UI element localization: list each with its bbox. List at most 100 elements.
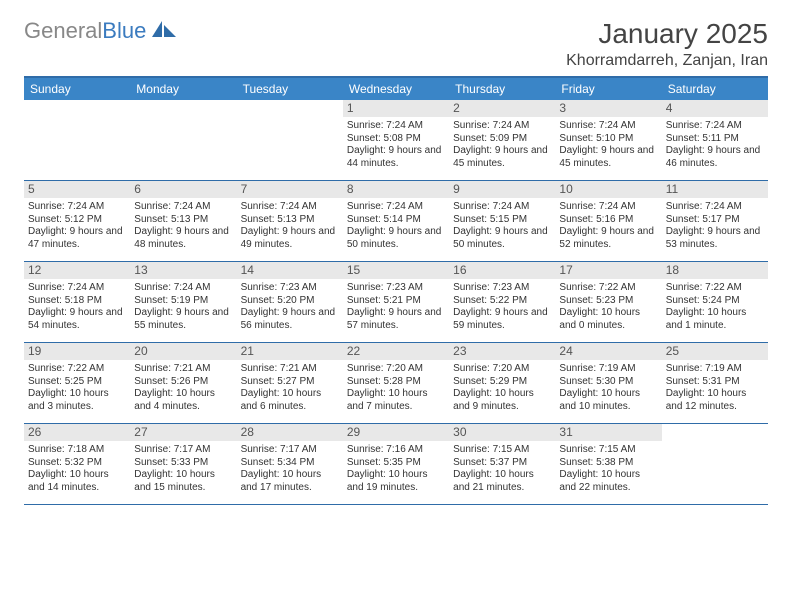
day-cell: 5Sunrise: 7:24 AMSunset: 5:12 PMDaylight… (24, 181, 130, 261)
sunrise-text: Sunrise: 7:15 AM (559, 444, 657, 457)
day-number: 29 (343, 424, 449, 441)
day-cell: 27Sunrise: 7:17 AMSunset: 5:33 PMDayligh… (130, 424, 236, 504)
day-cell: 22Sunrise: 7:20 AMSunset: 5:28 PMDayligh… (343, 343, 449, 423)
day-number: 20 (130, 343, 236, 360)
day-cell (662, 424, 768, 504)
sunrise-text: Sunrise: 7:21 AM (241, 363, 339, 376)
sunset-text: Sunset: 5:24 PM (666, 295, 764, 308)
daylight-text: Daylight: 10 hours and 14 minutes. (28, 469, 126, 494)
sunset-text: Sunset: 5:10 PM (559, 133, 657, 146)
daylight-text: Daylight: 10 hours and 4 minutes. (134, 388, 232, 413)
sunset-text: Sunset: 5:25 PM (28, 376, 126, 389)
daylight-text: Daylight: 10 hours and 22 minutes. (559, 469, 657, 494)
sunrise-text: Sunrise: 7:22 AM (666, 282, 764, 295)
day-cell: 15Sunrise: 7:23 AMSunset: 5:21 PMDayligh… (343, 262, 449, 342)
page-title: January 2025 (566, 18, 768, 50)
daylight-text: Daylight: 10 hours and 6 minutes. (241, 388, 339, 413)
day-cell: 18Sunrise: 7:22 AMSunset: 5:24 PMDayligh… (662, 262, 768, 342)
sunrise-text: Sunrise: 7:24 AM (453, 201, 551, 214)
day-header: Thursday (449, 78, 555, 100)
week-row: 26Sunrise: 7:18 AMSunset: 5:32 PMDayligh… (24, 424, 768, 505)
sunset-text: Sunset: 5:28 PM (347, 376, 445, 389)
day-number: 2 (449, 100, 555, 117)
day-number: 3 (555, 100, 661, 117)
sunrise-text: Sunrise: 7:23 AM (453, 282, 551, 295)
day-cell: 14Sunrise: 7:23 AMSunset: 5:20 PMDayligh… (237, 262, 343, 342)
day-number: 27 (130, 424, 236, 441)
day-cell: 30Sunrise: 7:15 AMSunset: 5:37 PMDayligh… (449, 424, 555, 504)
sunrise-text: Sunrise: 7:18 AM (28, 444, 126, 457)
sunrise-text: Sunrise: 7:24 AM (666, 120, 764, 133)
day-cell: 25Sunrise: 7:19 AMSunset: 5:31 PMDayligh… (662, 343, 768, 423)
daylight-text: Daylight: 10 hours and 17 minutes. (241, 469, 339, 494)
sunrise-text: Sunrise: 7:21 AM (134, 363, 232, 376)
sunrise-text: Sunrise: 7:23 AM (241, 282, 339, 295)
day-cell (24, 100, 130, 180)
day-header: Friday (555, 78, 661, 100)
daylight-text: Daylight: 10 hours and 12 minutes. (666, 388, 764, 413)
day-cell: 19Sunrise: 7:22 AMSunset: 5:25 PMDayligh… (24, 343, 130, 423)
sunset-text: Sunset: 5:37 PM (453, 457, 551, 470)
sunset-text: Sunset: 5:38 PM (559, 457, 657, 470)
day-number: 31 (555, 424, 661, 441)
daylight-text: Daylight: 10 hours and 7 minutes. (347, 388, 445, 413)
day-number: 7 (237, 181, 343, 198)
day-cell: 16Sunrise: 7:23 AMSunset: 5:22 PMDayligh… (449, 262, 555, 342)
daylight-text: Daylight: 9 hours and 59 minutes. (453, 307, 551, 332)
day-cell: 13Sunrise: 7:24 AMSunset: 5:19 PMDayligh… (130, 262, 236, 342)
day-number: 24 (555, 343, 661, 360)
sunrise-text: Sunrise: 7:24 AM (28, 201, 126, 214)
day-number: 17 (555, 262, 661, 279)
day-number: 30 (449, 424, 555, 441)
sunrise-text: Sunrise: 7:24 AM (347, 120, 445, 133)
daylight-text: Daylight: 9 hours and 57 minutes. (347, 307, 445, 332)
brand-part2: Blue (102, 18, 146, 43)
daylight-text: Daylight: 10 hours and 19 minutes. (347, 469, 445, 494)
day-cell: 4Sunrise: 7:24 AMSunset: 5:11 PMDaylight… (662, 100, 768, 180)
sunset-text: Sunset: 5:31 PM (666, 376, 764, 389)
daylight-text: Daylight: 10 hours and 0 minutes. (559, 307, 657, 332)
day-header: Wednesday (343, 78, 449, 100)
sunset-text: Sunset: 5:20 PM (241, 295, 339, 308)
sail-icon (150, 19, 178, 44)
daylight-text: Daylight: 9 hours and 45 minutes. (453, 145, 551, 170)
day-number: 25 (662, 343, 768, 360)
daylight-text: Daylight: 9 hours and 54 minutes. (28, 307, 126, 332)
sunset-text: Sunset: 5:19 PM (134, 295, 232, 308)
sunset-text: Sunset: 5:17 PM (666, 214, 764, 227)
sunset-text: Sunset: 5:16 PM (559, 214, 657, 227)
daylight-text: Daylight: 9 hours and 50 minutes. (453, 226, 551, 251)
sunset-text: Sunset: 5:30 PM (559, 376, 657, 389)
day-number: 8 (343, 181, 449, 198)
sunrise-text: Sunrise: 7:24 AM (28, 282, 126, 295)
sunset-text: Sunset: 5:18 PM (28, 295, 126, 308)
day-cell (130, 100, 236, 180)
sunrise-text: Sunrise: 7:24 AM (134, 282, 232, 295)
day-number: 21 (237, 343, 343, 360)
daylight-text: Daylight: 10 hours and 15 minutes. (134, 469, 232, 494)
day-cell: 7Sunrise: 7:24 AMSunset: 5:13 PMDaylight… (237, 181, 343, 261)
brand-part1: General (24, 18, 102, 43)
sunset-text: Sunset: 5:15 PM (453, 214, 551, 227)
day-number: 10 (555, 181, 661, 198)
daylight-text: Daylight: 9 hours and 49 minutes. (241, 226, 339, 251)
day-header: Saturday (662, 78, 768, 100)
sunset-text: Sunset: 5:13 PM (241, 214, 339, 227)
day-cell: 26Sunrise: 7:18 AMSunset: 5:32 PMDayligh… (24, 424, 130, 504)
week-row: 5Sunrise: 7:24 AMSunset: 5:12 PMDaylight… (24, 181, 768, 262)
day-number: 9 (449, 181, 555, 198)
week-row: 12Sunrise: 7:24 AMSunset: 5:18 PMDayligh… (24, 262, 768, 343)
day-cell: 1Sunrise: 7:24 AMSunset: 5:08 PMDaylight… (343, 100, 449, 180)
day-cell: 23Sunrise: 7:20 AMSunset: 5:29 PMDayligh… (449, 343, 555, 423)
week-row: 19Sunrise: 7:22 AMSunset: 5:25 PMDayligh… (24, 343, 768, 424)
calendar: SundayMondayTuesdayWednesdayThursdayFrid… (24, 76, 768, 505)
sunset-text: Sunset: 5:33 PM (134, 457, 232, 470)
daylight-text: Daylight: 9 hours and 56 minutes. (241, 307, 339, 332)
sunset-text: Sunset: 5:35 PM (347, 457, 445, 470)
sunset-text: Sunset: 5:29 PM (453, 376, 551, 389)
day-number: 12 (24, 262, 130, 279)
day-number: 11 (662, 181, 768, 198)
day-cell (237, 100, 343, 180)
sunset-text: Sunset: 5:34 PM (241, 457, 339, 470)
day-cell: 24Sunrise: 7:19 AMSunset: 5:30 PMDayligh… (555, 343, 661, 423)
